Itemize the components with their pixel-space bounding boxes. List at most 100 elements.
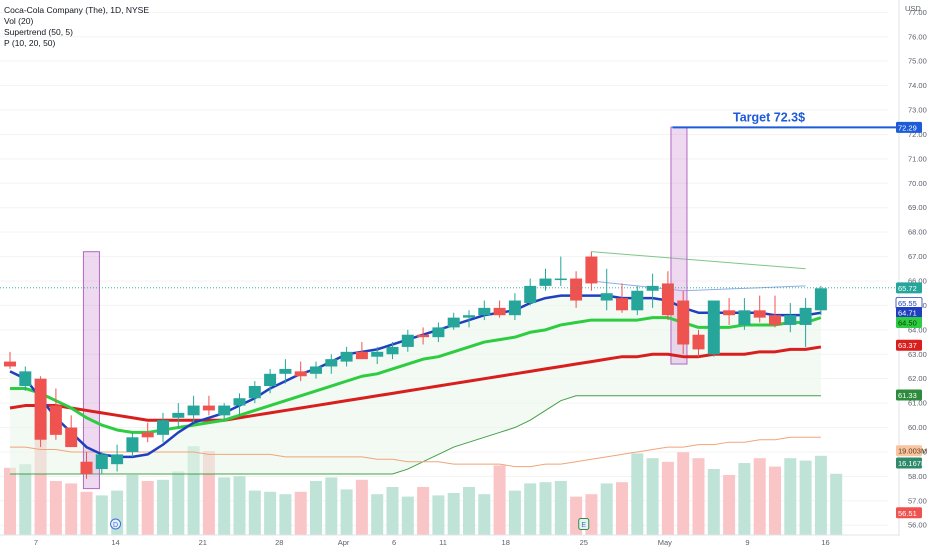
candle-body — [49, 405, 62, 435]
candle-body — [65, 427, 78, 448]
price-tick-label: 75.00 — [908, 57, 927, 66]
candle — [141, 422, 154, 443]
candle — [248, 381, 261, 404]
candle-body — [233, 398, 246, 406]
candle-body — [769, 315, 781, 325]
candle — [661, 271, 674, 321]
candle — [524, 278, 537, 306]
candle — [95, 451, 108, 474]
price-axis-tag: 63.37 — [896, 339, 922, 351]
candle — [310, 361, 322, 379]
volume-bar — [677, 452, 690, 535]
volume-bar — [432, 495, 445, 535]
volume-bar — [340, 489, 353, 535]
volume-bar — [753, 458, 766, 535]
candle-body — [661, 283, 674, 316]
candle-body — [141, 432, 154, 438]
candle — [187, 395, 200, 423]
volume-bar — [616, 482, 628, 535]
candle-body — [707, 300, 720, 355]
supertrend-band — [10, 295, 821, 474]
volume-bar — [325, 477, 338, 535]
price-axis-tag-text: 65.72 — [898, 284, 917, 293]
candle-body — [585, 256, 598, 284]
candle — [769, 295, 781, 328]
price-tick-label: 61.00 — [908, 399, 927, 408]
candle — [294, 361, 307, 382]
time-tick-label: 6 — [392, 538, 396, 547]
volume-bar — [218, 477, 231, 535]
event-marker-text: E — [581, 522, 586, 529]
candle — [49, 388, 62, 440]
volume-bar — [294, 491, 307, 535]
candle — [111, 444, 124, 472]
candle-body — [616, 298, 628, 311]
candle-body — [4, 361, 16, 367]
candle-body — [723, 310, 736, 316]
candle-body — [631, 290, 644, 311]
price-axis-tag: 64.50 — [896, 317, 922, 329]
price-axis-tag: 72.29 — [896, 121, 922, 133]
candle — [799, 298, 812, 347]
volume-bar — [799, 460, 812, 535]
price-axis-tag-bg — [896, 339, 922, 351]
candle-body — [310, 366, 322, 374]
volume-bar — [95, 495, 108, 535]
candle-body — [539, 278, 552, 286]
candle — [157, 412, 169, 443]
candle — [126, 432, 139, 457]
candle — [417, 327, 430, 345]
price-tick-label: 73.00 — [908, 106, 927, 115]
price-tick-label: 67.00 — [908, 252, 927, 261]
candle — [753, 295, 766, 323]
volume-bar — [157, 479, 169, 535]
candle — [814, 285, 827, 316]
volume-bar — [661, 461, 674, 535]
candle — [4, 351, 16, 369]
candle — [493, 300, 506, 318]
candle — [677, 290, 690, 355]
candle-body — [386, 346, 399, 355]
supertrend-line — [10, 395, 821, 475]
price-tick-label: 72.00 — [908, 130, 927, 139]
price-tick-label: 57.00 — [908, 496, 927, 505]
time-tick-label: 18 — [502, 538, 510, 547]
highlight-box-march — [82, 251, 100, 490]
price-axis-tag: 61.33 — [896, 389, 922, 401]
volume-bar — [692, 458, 705, 535]
candle — [279, 359, 292, 384]
price-axis-tag: 65.72 — [896, 282, 922, 294]
candle — [80, 451, 93, 479]
volume-bar — [386, 487, 399, 535]
volume-bar — [508, 490, 521, 535]
candle-body — [187, 405, 200, 416]
price-axis-tag-text: 65.55 — [898, 299, 917, 308]
volume-bar — [371, 494, 384, 535]
price-axis-tag-text: 64.71 — [898, 308, 917, 317]
time-tick-label: 25 — [580, 538, 588, 547]
price-axis-tag-text: 63.37 — [898, 341, 917, 350]
candle-body — [738, 310, 751, 325]
grid-group — [0, 11, 888, 526]
time-tick-label: 11 — [439, 538, 447, 547]
price-axis-tag-bg — [896, 389, 922, 401]
candle-body — [126, 437, 139, 452]
candle — [570, 271, 583, 308]
price-axis-tag-text: 56.51 — [898, 509, 917, 518]
candle-body — [432, 327, 445, 338]
volume-bar — [814, 455, 827, 535]
candle — [355, 342, 368, 360]
price-tick-label: 66.00 — [908, 276, 927, 285]
candle-body — [570, 278, 583, 301]
price-tick-label: 64.00 — [908, 325, 927, 334]
time-tick-label: 9 — [745, 538, 749, 547]
price-axis-tag-bg — [896, 507, 922, 519]
volume-bar — [233, 476, 246, 535]
volume-bar — [447, 493, 460, 535]
candle — [585, 251, 598, 291]
volume-bar — [264, 491, 277, 535]
candle-body — [554, 278, 567, 281]
candle-body — [799, 307, 812, 325]
